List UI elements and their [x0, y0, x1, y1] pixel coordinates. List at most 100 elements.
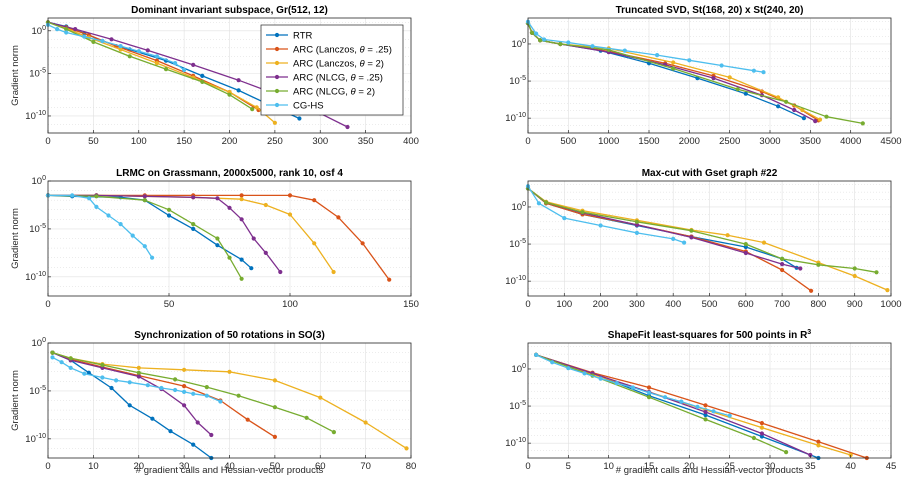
data-point	[529, 30, 535, 35]
x-tick-label: 10	[603, 461, 614, 472]
chart-title-text: ShapeFit least-squares for 500 points in…	[608, 330, 808, 341]
data-point	[239, 217, 244, 222]
series-arc-nlcg-2-	[50, 350, 336, 435]
data-point	[249, 266, 254, 271]
data-point	[239, 257, 244, 262]
x-tick-label: 20	[133, 461, 144, 472]
data-point	[82, 34, 87, 39]
y-tick-base: 10	[509, 239, 520, 250]
y-tick-base: 10	[509, 401, 520, 412]
data-point	[703, 417, 708, 422]
data-point	[816, 439, 821, 444]
data-point	[191, 222, 196, 227]
data-point	[191, 226, 196, 231]
y-tick-label: 10-10	[25, 110, 46, 122]
y-tick-label: 100	[512, 201, 527, 213]
data-point	[191, 391, 196, 396]
data-point	[743, 91, 748, 96]
data-point	[227, 92, 232, 97]
data-point	[50, 350, 55, 355]
x-tick-label: 30	[179, 461, 190, 472]
series-group	[525, 184, 890, 293]
data-point	[776, 95, 781, 100]
x-tick-label: 500	[560, 136, 576, 147]
y-tick-exponent: -10	[516, 275, 526, 282]
data-point	[345, 124, 350, 130]
chart-title-text: Max-cut with Gset graph #22	[642, 168, 778, 179]
data-point	[634, 222, 640, 227]
ticks: 0 100 200 300 400 500 600 700 800 900 100010010-51…	[505, 201, 901, 310]
legend-label: ARC (NLCG, θ = 2)	[293, 87, 375, 98]
data-point	[191, 442, 196, 447]
y-tick-exponent: 0	[522, 201, 526, 208]
data-point	[70, 193, 75, 198]
data-point	[363, 420, 368, 425]
data-point	[312, 241, 317, 246]
data-point	[336, 215, 341, 220]
legend-label-text: CG-HS	[293, 101, 324, 112]
y-tick-base: 10	[512, 202, 523, 213]
y-tick-base: 10	[29, 224, 40, 235]
data-point	[566, 366, 571, 371]
x-tick-label: 45	[886, 461, 897, 472]
series-cg-hs	[534, 352, 732, 418]
data-point	[566, 40, 571, 45]
data-point	[154, 61, 159, 66]
data-point	[582, 371, 587, 376]
y-tick-base: 10	[25, 434, 36, 445]
x-axis-label: # gradient calls and Hessian-vector prod…	[616, 465, 804, 476]
y-tick-base: 10	[29, 386, 40, 397]
data-point	[874, 270, 879, 275]
data-point	[145, 48, 150, 53]
legend-swatch-marker	[274, 60, 280, 66]
y-tick-label: 10-10	[505, 437, 526, 449]
x-tick-label: 0	[525, 136, 530, 147]
series-group	[525, 19, 865, 126]
data-point	[655, 53, 660, 58]
x-tick-label: 50	[164, 299, 175, 310]
x-tick-label: 0	[525, 299, 530, 310]
x-tick-label: 4500	[880, 136, 901, 147]
minor-grid	[528, 21, 891, 126]
data-point	[360, 241, 365, 246]
axes-box	[527, 342, 892, 459]
y-tick-label: 10-5	[29, 67, 46, 79]
data-point	[94, 204, 99, 209]
data-point	[743, 242, 748, 247]
data-point	[550, 360, 555, 365]
data-point	[50, 355, 55, 360]
legend-label-suffix: = 2)	[365, 59, 384, 70]
legend-label-text: ARC (NLCG,	[293, 73, 351, 84]
series-line	[535, 354, 811, 456]
legend-label-text: ARC (Lanczos,	[293, 45, 360, 56]
x-tick-label: 600	[738, 299, 754, 310]
minor-grid	[528, 346, 891, 451]
series-group	[50, 350, 409, 461]
y-tick-label: 100	[512, 38, 527, 50]
x-tick-label: 1000	[598, 136, 619, 147]
data-point	[236, 393, 241, 398]
data-point	[331, 430, 336, 435]
x-tick-label: 700	[774, 299, 790, 310]
x-tick-label: 100	[131, 136, 147, 147]
data-point	[792, 107, 797, 113]
data-point	[536, 201, 542, 206]
data-point	[150, 416, 155, 421]
series-line	[527, 22, 863, 125]
series-line	[47, 21, 253, 110]
data-point	[671, 60, 676, 65]
data-point	[204, 393, 209, 398]
data-point	[254, 105, 259, 110]
data-point	[542, 37, 547, 42]
series-line	[52, 351, 335, 433]
data-point	[538, 38, 543, 43]
y-axis-label: Gradient norm	[10, 45, 21, 106]
legend-label-theta: θ	[360, 45, 366, 56]
data-point	[59, 360, 64, 365]
data-point	[182, 389, 187, 394]
x-tick-label: 10	[88, 461, 99, 472]
legend-label-theta: θ	[360, 59, 366, 70]
data-point	[800, 107, 805, 113]
x-tick-label: 0	[45, 136, 50, 147]
